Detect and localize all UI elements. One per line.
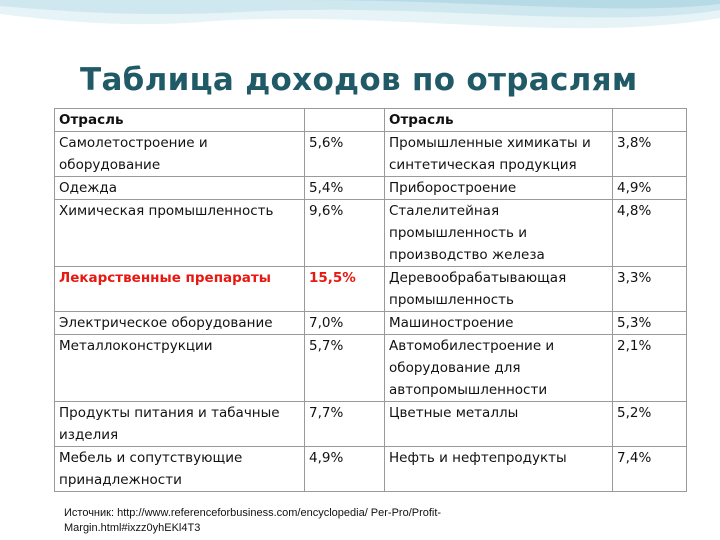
industry-value-highlighted: 15,5% (304, 266, 385, 312)
industry-name-highlighted: Лекарственные препараты (54, 266, 305, 312)
industry-name: Нефть и нефтепродукты (384, 446, 613, 492)
industry-value: 5,7% (304, 334, 385, 402)
industry-name: Машиностроение (384, 311, 613, 335)
industry-name: Самолетостроение и оборудование (54, 131, 305, 177)
industry-value: 7,4% (612, 446, 687, 492)
slide-title: Таблица доходов по отраслям (80, 62, 638, 98)
decorative-wave (0, 0, 720, 29)
table-row: Мебель и сопутствующие принадлежности 4,… (54, 446, 687, 492)
industry-value: 3,8% (612, 131, 687, 177)
table-row: Продукты питания и табачные изделия 7,7%… (54, 401, 687, 447)
industry-value: 2,1% (612, 334, 687, 402)
header-left-value (304, 108, 385, 132)
industry-name: Химическая промышленность (54, 199, 305, 267)
table-header-row: Отрасль Отрасль (54, 108, 687, 132)
table-row: Электрическое оборудование 7,0% Машиност… (54, 311, 687, 335)
industry-value: 9,6% (304, 199, 385, 267)
industry-value: 4,9% (304, 446, 385, 492)
header-right-value (612, 108, 687, 132)
industry-value: 5,3% (612, 311, 687, 335)
industry-name: Металлоконструкции (54, 334, 305, 402)
table-row: Металлоконструкции 5,7% Автомобилестроен… (54, 334, 687, 402)
industry-value: 5,6% (304, 131, 385, 177)
industry-name: Сталелитейная промышленность и производс… (384, 199, 613, 267)
table-row-highlighted: Лекарственные препараты 15,5% Деревообра… (54, 266, 687, 312)
industry-value: 4,8% (612, 199, 687, 267)
source-note: Источник: http://www.referenceforbusines… (64, 507, 442, 534)
industry-name: Одежда (54, 176, 305, 200)
industry-name: Продукты питания и табачные изделия (54, 401, 305, 447)
industry-name: Деревообрабатывающая промышленность (384, 266, 613, 312)
industry-value: 5,4% (304, 176, 385, 200)
table-row: Химическая промышленность 9,6% Сталелите… (54, 199, 687, 267)
industry-value: 7,7% (304, 401, 385, 447)
income-table: Отрасль Отрасль Самолетостроение и обору… (54, 108, 687, 492)
header-right: Отрасль (384, 108, 613, 132)
industry-value: 7,0% (304, 311, 385, 335)
industry-value: 4,9% (612, 176, 687, 200)
industry-name: Электрическое оборудование (54, 311, 305, 335)
industry-name: Промышленные химикаты и синтетическая пр… (384, 131, 613, 177)
industry-name: Автомобилестроение и оборудование для ав… (384, 334, 613, 402)
industry-name: Приборостроение (384, 176, 613, 200)
industry-name: Цветные металлы (384, 401, 613, 447)
industry-value: 5,2% (612, 401, 687, 447)
industry-value: 3,3% (612, 266, 687, 312)
table-row: Одежда 5,4% Приборостроение 4,9% (54, 176, 687, 200)
table-row: Самолетостроение и оборудование 5,6% Про… (54, 131, 687, 177)
header-left: Отрасль (54, 108, 305, 132)
industry-name: Мебель и сопутствующие принадлежности (54, 446, 305, 492)
